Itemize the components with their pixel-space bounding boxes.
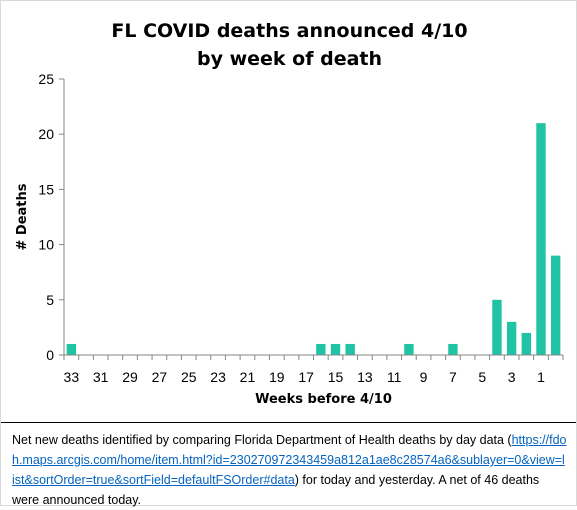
bar-week-4 [492,299,502,355]
x-tick-label: 25 [181,369,197,385]
y-tick-label: 0 [46,347,54,363]
x-tick-label: 3 [508,369,516,385]
caption-text-after: ) for today and yesterday. A net of 46 d… [12,473,540,507]
x-tick-label: 7 [449,369,457,385]
bar-week-15 [330,343,341,355]
chart-area: FL COVID deaths announced 4/10 by week o… [1,1,576,422]
bar-week-3 [506,321,517,355]
x-tick-label: 29 [122,369,138,385]
x-tick-label: 21 [240,369,256,385]
x-tick-label: 31 [93,369,109,385]
chart-title-line-1: FL COVID deaths announced 4/10 [111,20,468,42]
x-tick-label: 27 [152,369,168,385]
x-tick-label: 15 [328,369,344,385]
caption-text-before: Net new deaths identified by comparing F… [12,433,512,447]
caption-box: Net new deaths identified by comparing F… [1,422,576,507]
bar-week-2 [521,332,531,355]
x-tick-label: 23 [210,369,226,385]
x-tick-label: 5 [478,369,486,385]
chart-title-line-2: by week of death [196,48,383,70]
y-tick-label: 15 [38,181,54,197]
x-tick-label: 1 [537,369,545,385]
x-tick-label: 13 [357,369,373,385]
bar-week-33 [66,343,77,355]
chart-title: FL COVID deaths announced 4/10 by week o… [1,17,577,73]
caption-text: Net new deaths identified by comparing F… [12,430,567,510]
y-tick-label: 20 [38,126,54,142]
bar-week-16 [316,343,326,355]
x-axis-title: Weeks before 4/10 [255,392,392,407]
y-tick-label: 10 [38,237,54,253]
x-tick-label: 11 [387,369,402,385]
bar-week-1 [536,123,546,355]
source-link[interactable]: https://fdoh.maps.arcgis.com/home/item.h… [12,433,567,487]
bar-week-0 [550,255,561,355]
bar-week-14 [345,343,355,355]
y-tick-label: 5 [46,292,54,308]
bar-week-10 [404,343,414,355]
y-axis-title: # Deaths [15,183,30,250]
x-tick-label: 9 [420,369,428,385]
y-tick-label: 25 [38,71,54,87]
x-tick-label: 19 [269,369,285,385]
x-tick-label: 33 [64,369,80,385]
x-tick-label: 17 [298,369,314,385]
bar-week-7 [448,343,458,355]
